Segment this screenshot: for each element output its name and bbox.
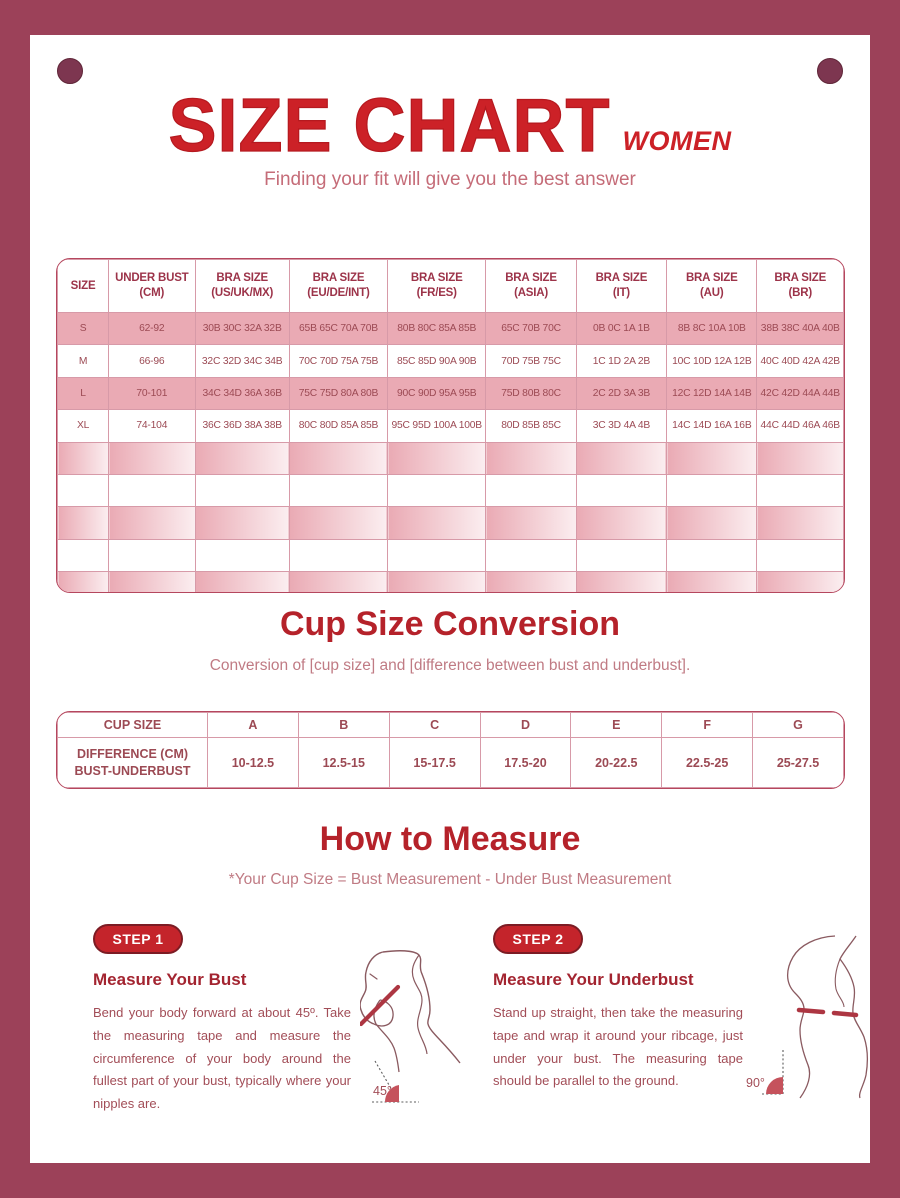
svg-text:45°: 45° [373,1084,392,1098]
svg-text:90°: 90° [746,1076,765,1090]
